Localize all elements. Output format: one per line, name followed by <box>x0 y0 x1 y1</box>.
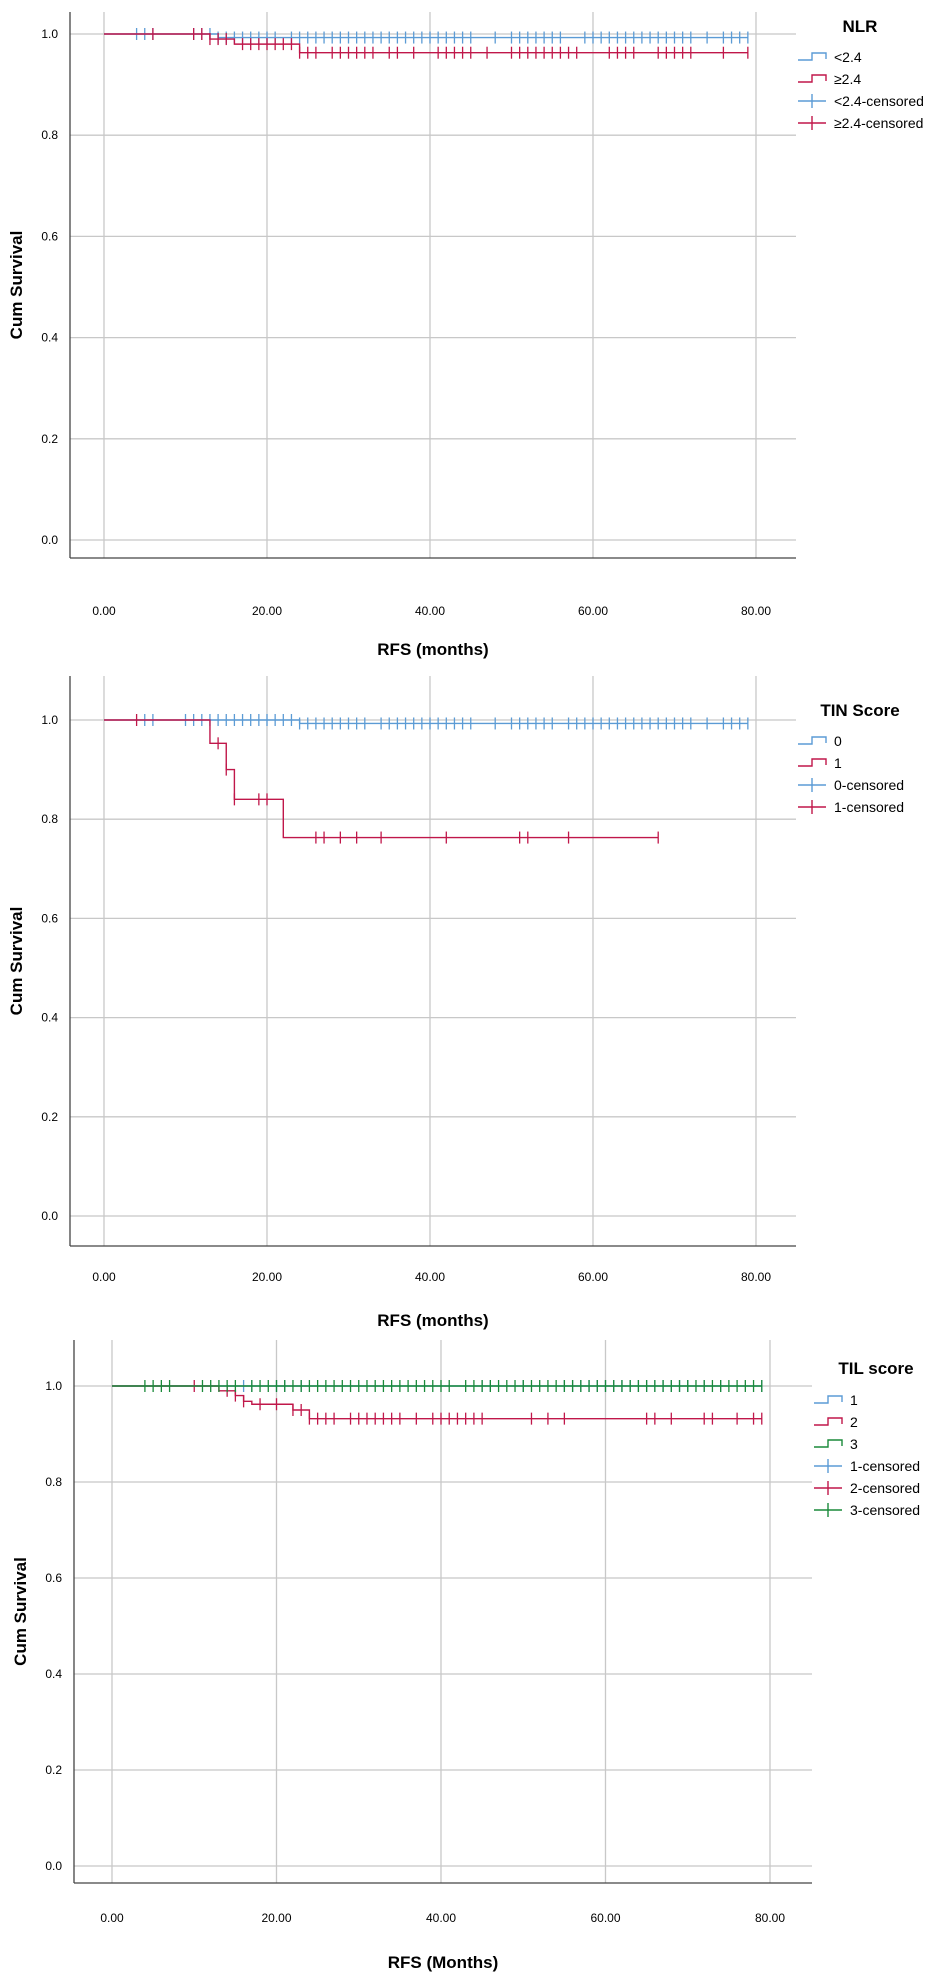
legend-label: 0 <box>834 733 842 749</box>
y-tick-label: 0.8 <box>41 128 58 142</box>
censor-marks-0 <box>144 714 749 730</box>
censor-marks-0 <box>135 28 749 44</box>
x-tick-label: 80.00 <box>755 1911 785 1925</box>
survival-curve-1 <box>104 719 659 839</box>
x-tick-label: 0.00 <box>92 1270 116 1284</box>
x-tick-label: 20.00 <box>261 1911 291 1925</box>
y-tick-label: 1.0 <box>41 27 58 41</box>
chart-svg-1: 0.0 0.2 0.4 0.6 0.8 1.0 0.00 20.00 40.00 60.00 80.… <box>7 676 904 1330</box>
y-tick-label: 0.6 <box>41 911 58 925</box>
legend-label: 2-censored <box>850 1480 920 1496</box>
y-tick-label: 0.6 <box>41 229 58 243</box>
x-tick-label: 40.00 <box>426 1911 456 1925</box>
legend-curve-icon <box>814 1395 843 1404</box>
y-tick-label: 0.4 <box>41 331 58 345</box>
chart-svg-0: 0.0 0.2 0.4 0.6 0.8 1.0 0.00 20.00 40.00 60.00 80.… <box>7 12 924 659</box>
y-tick-label: 1.0 <box>41 713 58 727</box>
y-tick-label: 0.2 <box>41 1110 58 1124</box>
chart-svg-2: 0.0 0.2 0.4 0.6 0.8 1.0 0.00 20.00 40.00 60.00 80.… <box>11 1340 920 1972</box>
x-tick-label: 40.00 <box>415 1270 445 1284</box>
x-tick-label: 80.00 <box>741 604 771 618</box>
y-tick-label: 0.2 <box>41 432 58 446</box>
legend-label: 2 <box>850 1414 858 1430</box>
legend-curve-icon <box>798 758 827 767</box>
legend-label: 1-censored <box>850 1458 920 1474</box>
legend-label: 1 <box>850 1392 858 1408</box>
chart-panel-til: 0.0 0.2 0.4 0.6 0.8 1.0 0.00 20.00 40.00 60.00 80.… <box>0 1338 944 1984</box>
y-tick-label: 0.2 <box>45 1763 62 1777</box>
chart-panel-tin: 0.0 0.2 0.4 0.6 0.8 1.0 0.00 20.00 40.00 60.00 80.… <box>0 668 944 1338</box>
y-tick-label: 0.6 <box>45 1571 62 1585</box>
y-tick-label: 0.4 <box>41 1011 58 1025</box>
censor-marks-1 <box>193 1380 763 1425</box>
legend-curve-icon <box>798 52 827 61</box>
legend-title: NLR <box>843 17 878 36</box>
x-tick-label: 0.00 <box>100 1911 124 1925</box>
y-tick-label: 0.0 <box>45 1859 62 1873</box>
censor-marks-1 <box>152 28 749 59</box>
y-axis-title: Cum Survival <box>7 231 26 340</box>
legend-label: 1-censored <box>834 799 904 815</box>
legend-label: 1 <box>834 755 842 771</box>
legend-label: ≥2.4 <box>834 71 861 87</box>
y-tick-label: 1.0 <box>45 1379 62 1393</box>
legend-label: <2.4-censored <box>834 93 924 109</box>
censor-marks-1 <box>135 714 659 844</box>
x-tick-label: 20.00 <box>252 1270 282 1284</box>
legend-label: <2.4 <box>834 49 862 65</box>
y-tick-label: 0.8 <box>45 1475 62 1489</box>
legend-label: 3-censored <box>850 1502 920 1518</box>
y-axis-title: Cum Survival <box>7 907 26 1016</box>
y-tick-label: 0.0 <box>41 533 58 547</box>
y-axis-title: Cum Survival <box>11 1557 30 1666</box>
legend-curve-icon <box>798 74 827 83</box>
legend-label: ≥2.4-censored <box>834 115 923 131</box>
x-tick-label: 20.00 <box>252 604 282 618</box>
survival-curve-1 <box>104 33 748 54</box>
legend-title: TIL score <box>838 1359 913 1378</box>
legend-title: TIN Score <box>820 701 899 720</box>
legend-curve-icon <box>798 736 827 745</box>
x-tick-label: 0.00 <box>92 604 116 618</box>
legend-label: 3 <box>850 1436 858 1452</box>
x-tick-label: 60.00 <box>578 1270 608 1284</box>
y-tick-label: 0.4 <box>45 1667 62 1681</box>
y-tick-label: 0.8 <box>41 812 58 826</box>
legend-curve-icon <box>814 1439 843 1448</box>
x-axis-title: RFS (months) <box>377 640 488 659</box>
chart-panel-nlr: 0.0 0.2 0.4 0.6 0.8 1.0 0.00 20.00 40.00 60.00 80.… <box>0 0 944 664</box>
legend-label: 0-censored <box>834 777 904 793</box>
survival-curve-1 <box>112 1385 762 1420</box>
censor-marks-2 <box>144 1380 763 1392</box>
x-axis-title: RFS (months) <box>377 1311 488 1330</box>
legend-curve-icon <box>814 1417 843 1426</box>
x-axis-title: RFS (Months) <box>388 1953 498 1972</box>
y-tick-label: 0.0 <box>41 1209 58 1223</box>
x-tick-label: 60.00 <box>590 1911 620 1925</box>
x-tick-label: 60.00 <box>578 604 608 618</box>
x-tick-label: 40.00 <box>415 604 445 618</box>
x-tick-label: 80.00 <box>741 1270 771 1284</box>
